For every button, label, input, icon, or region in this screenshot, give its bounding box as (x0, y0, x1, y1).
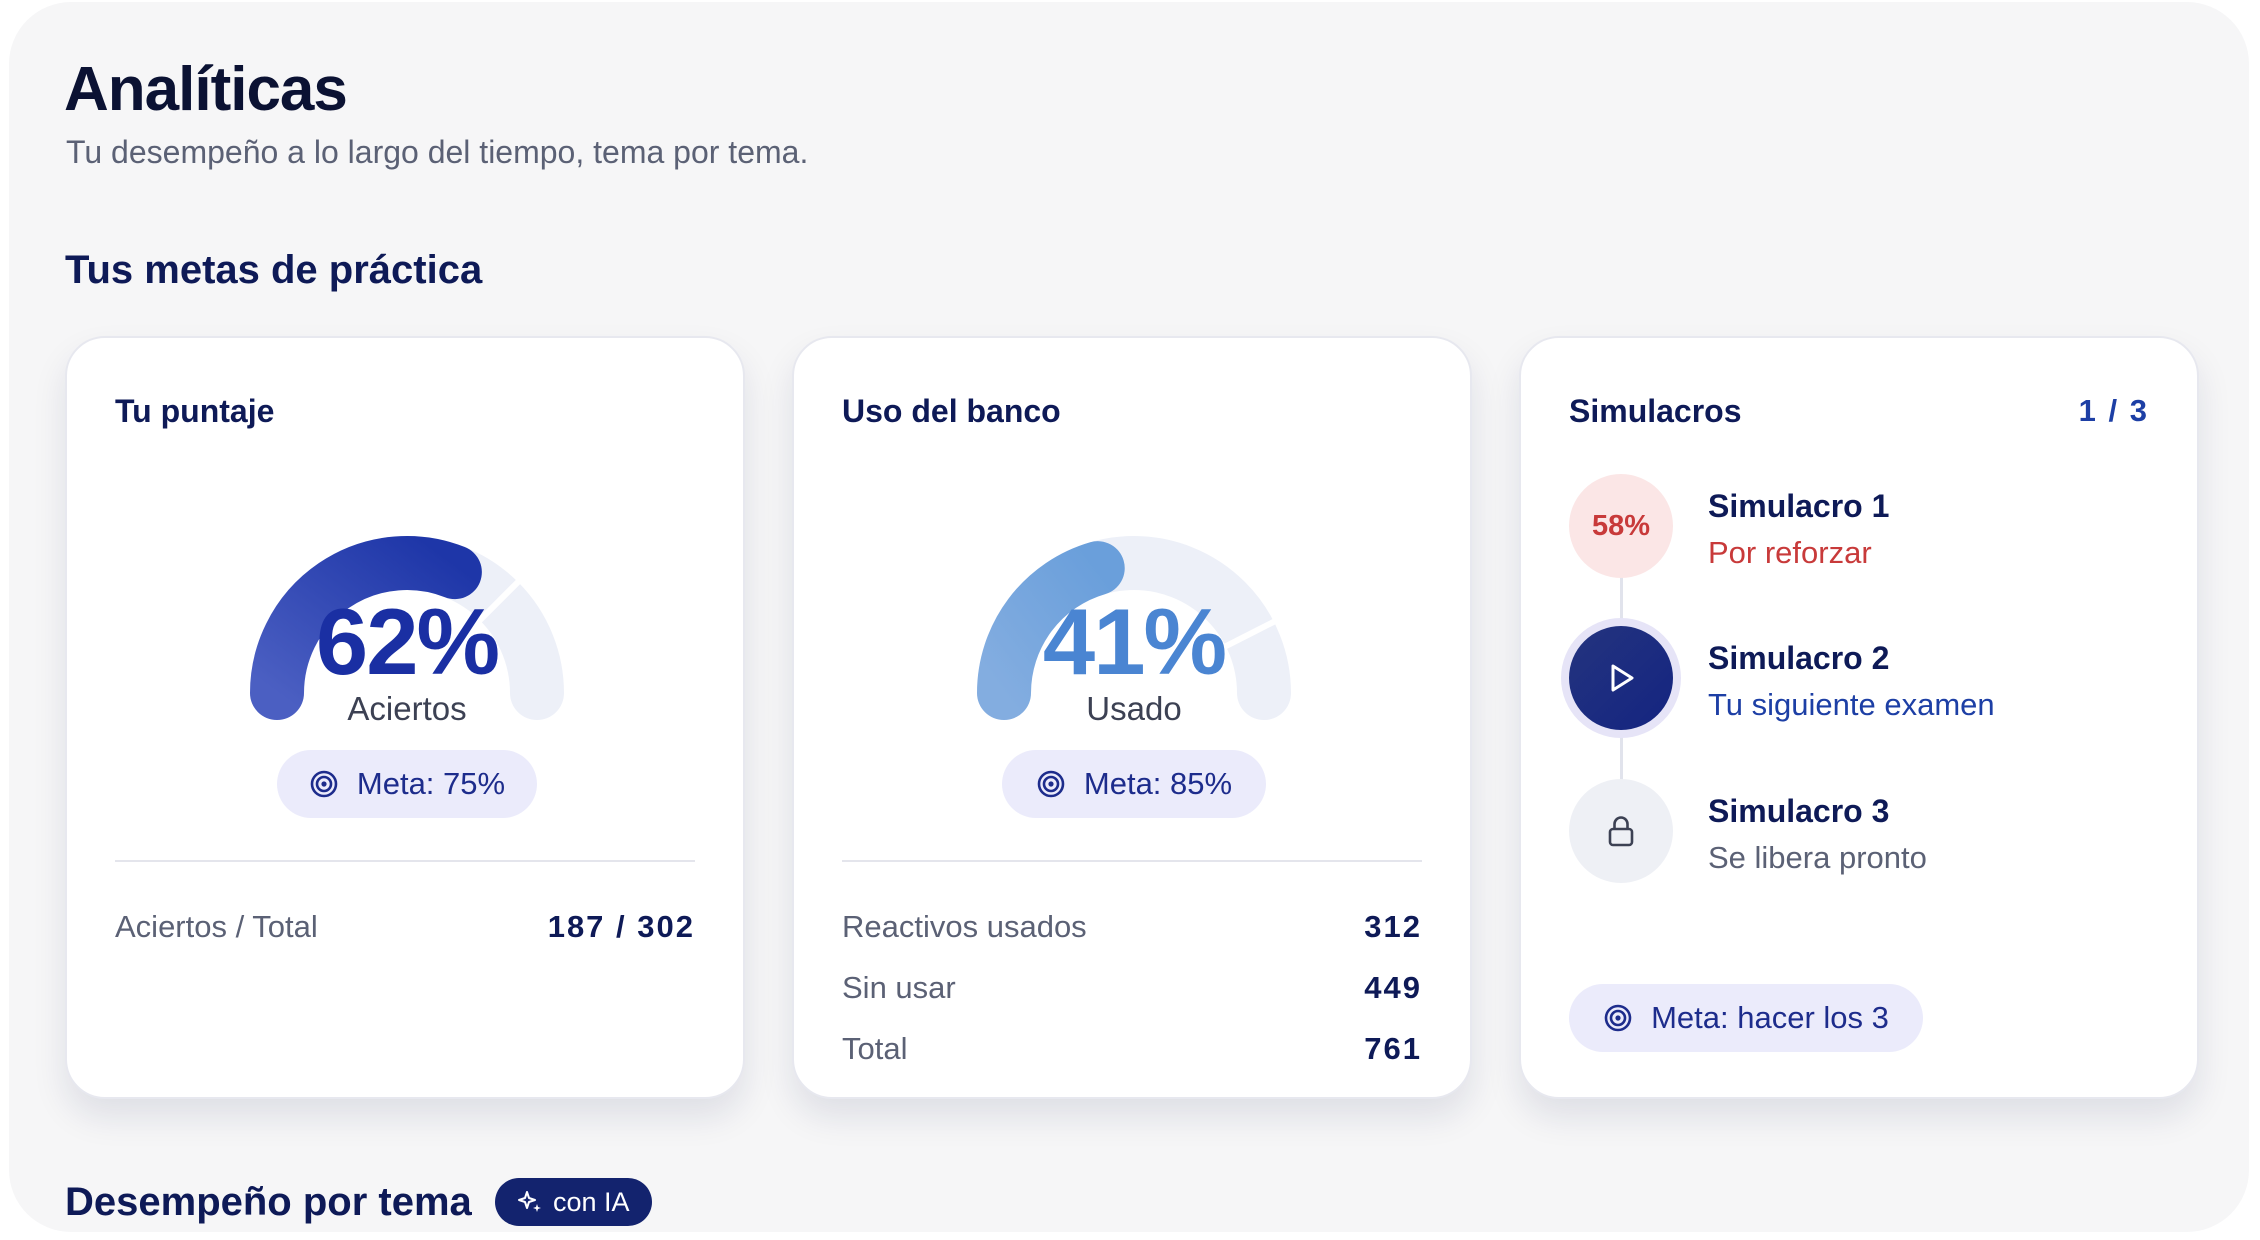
sparkle-icon (517, 1189, 543, 1215)
mock-3-locked-badge (1569, 779, 1673, 883)
target-icon (309, 769, 339, 799)
score-divider (115, 860, 695, 862)
target-icon (1036, 769, 1066, 799)
practice-goals-title: Tus metas de práctica (65, 248, 483, 292)
mock-goal-badge: Meta: hacer los 3 (1569, 984, 1923, 1052)
play-icon (1603, 660, 1639, 696)
ai-badge-label: con IA (553, 1186, 630, 1217)
mock-1-score: 58% (1591, 509, 1651, 542)
mock-progress-counter: 1 / 3 (2078, 393, 2149, 428)
score-gauge (250, 536, 564, 720)
bank-stat-value: 312 (1364, 909, 1422, 944)
bank-percent: 41% (1042, 589, 1227, 694)
mock-1-score-badge[interactable]: 58% (1569, 474, 1673, 578)
score-gauge-fill (250, 536, 482, 720)
page-title: Analíticas (64, 55, 348, 124)
bank-usage-card: Uso del banco 41% Usado Meta: 85% Reacti… (792, 336, 1472, 1099)
mock-exams-card: Simulacros 1 / 3 58% Simulacro 1 Por ref… (1519, 336, 2199, 1099)
bank-stat-row: Reactivos usados 312 (842, 905, 1422, 949)
bank-card-title: Uso del banco (842, 393, 1061, 429)
bank-stat-row: Sin usar 449 (842, 966, 1422, 1010)
bank-goal-badge: Meta: 85% (1002, 750, 1266, 818)
bank-gauge-goal-marker (1219, 616, 1280, 652)
mock-card-title: Simulacros (1569, 393, 1742, 429)
analytics-panel: Analíticas Tu desempeño a lo largo del t… (9, 2, 2249, 1232)
score-stat-row: Aciertos / Total 187 / 302 (115, 905, 695, 949)
score-stat-value: 187 / 302 (547, 909, 695, 944)
score-card: Tu puntaje 62% Aciertos Meta: 75% Aciert… (65, 336, 745, 1099)
page-subtitle: Tu desempeño a lo largo del tiempo, tema… (66, 134, 809, 170)
lock-icon (1603, 813, 1639, 849)
mock-2-name[interactable]: Simulacro 2 (1708, 640, 1890, 676)
bank-divider (842, 860, 1422, 862)
bank-gauge-fill (977, 541, 1125, 720)
bank-goal-label: Meta: 85% (1083, 766, 1233, 801)
target-icon (1603, 1003, 1633, 1033)
ai-badge: con IA (495, 1178, 652, 1226)
mock-2-start-button[interactable] (1569, 626, 1673, 730)
mock-3-name: Simulacro 3 (1708, 793, 1890, 829)
bank-stat-value: 449 (1364, 970, 1422, 1005)
bank-stat-row: Total 761 (842, 1027, 1422, 1071)
score-gauge-goal-marker (474, 576, 524, 626)
bank-stat-label: Reactivos usados (842, 909, 1087, 944)
mock-goal-label: Meta: hacer los 3 (1651, 1000, 1889, 1035)
mock-2-status: Tu siguiente examen (1708, 687, 1995, 722)
mock-3-status: Se libera pronto (1708, 840, 1927, 875)
score-goal-badge: Meta: 75% (277, 750, 537, 818)
topic-performance-title: Desempeño por tema (65, 1180, 472, 1224)
score-goal-label: Meta: 75% (356, 766, 506, 801)
mock-1-name[interactable]: Simulacro 1 (1708, 488, 1890, 524)
bank-stat-value: 761 (1364, 1031, 1422, 1066)
bank-stat-label: Total (842, 1031, 908, 1066)
bank-stat-label: Sin usar (842, 970, 956, 1005)
score-card-title: Tu puntaje (115, 393, 275, 429)
bank-gauge (977, 536, 1291, 720)
score-stat-label: Aciertos / Total (115, 909, 318, 944)
score-caption: Aciertos (347, 690, 467, 727)
mock-1-status: Por reforzar (1708, 535, 1872, 570)
bank-caption: Usado (1086, 690, 1182, 727)
score-percent: 62% (315, 589, 500, 694)
